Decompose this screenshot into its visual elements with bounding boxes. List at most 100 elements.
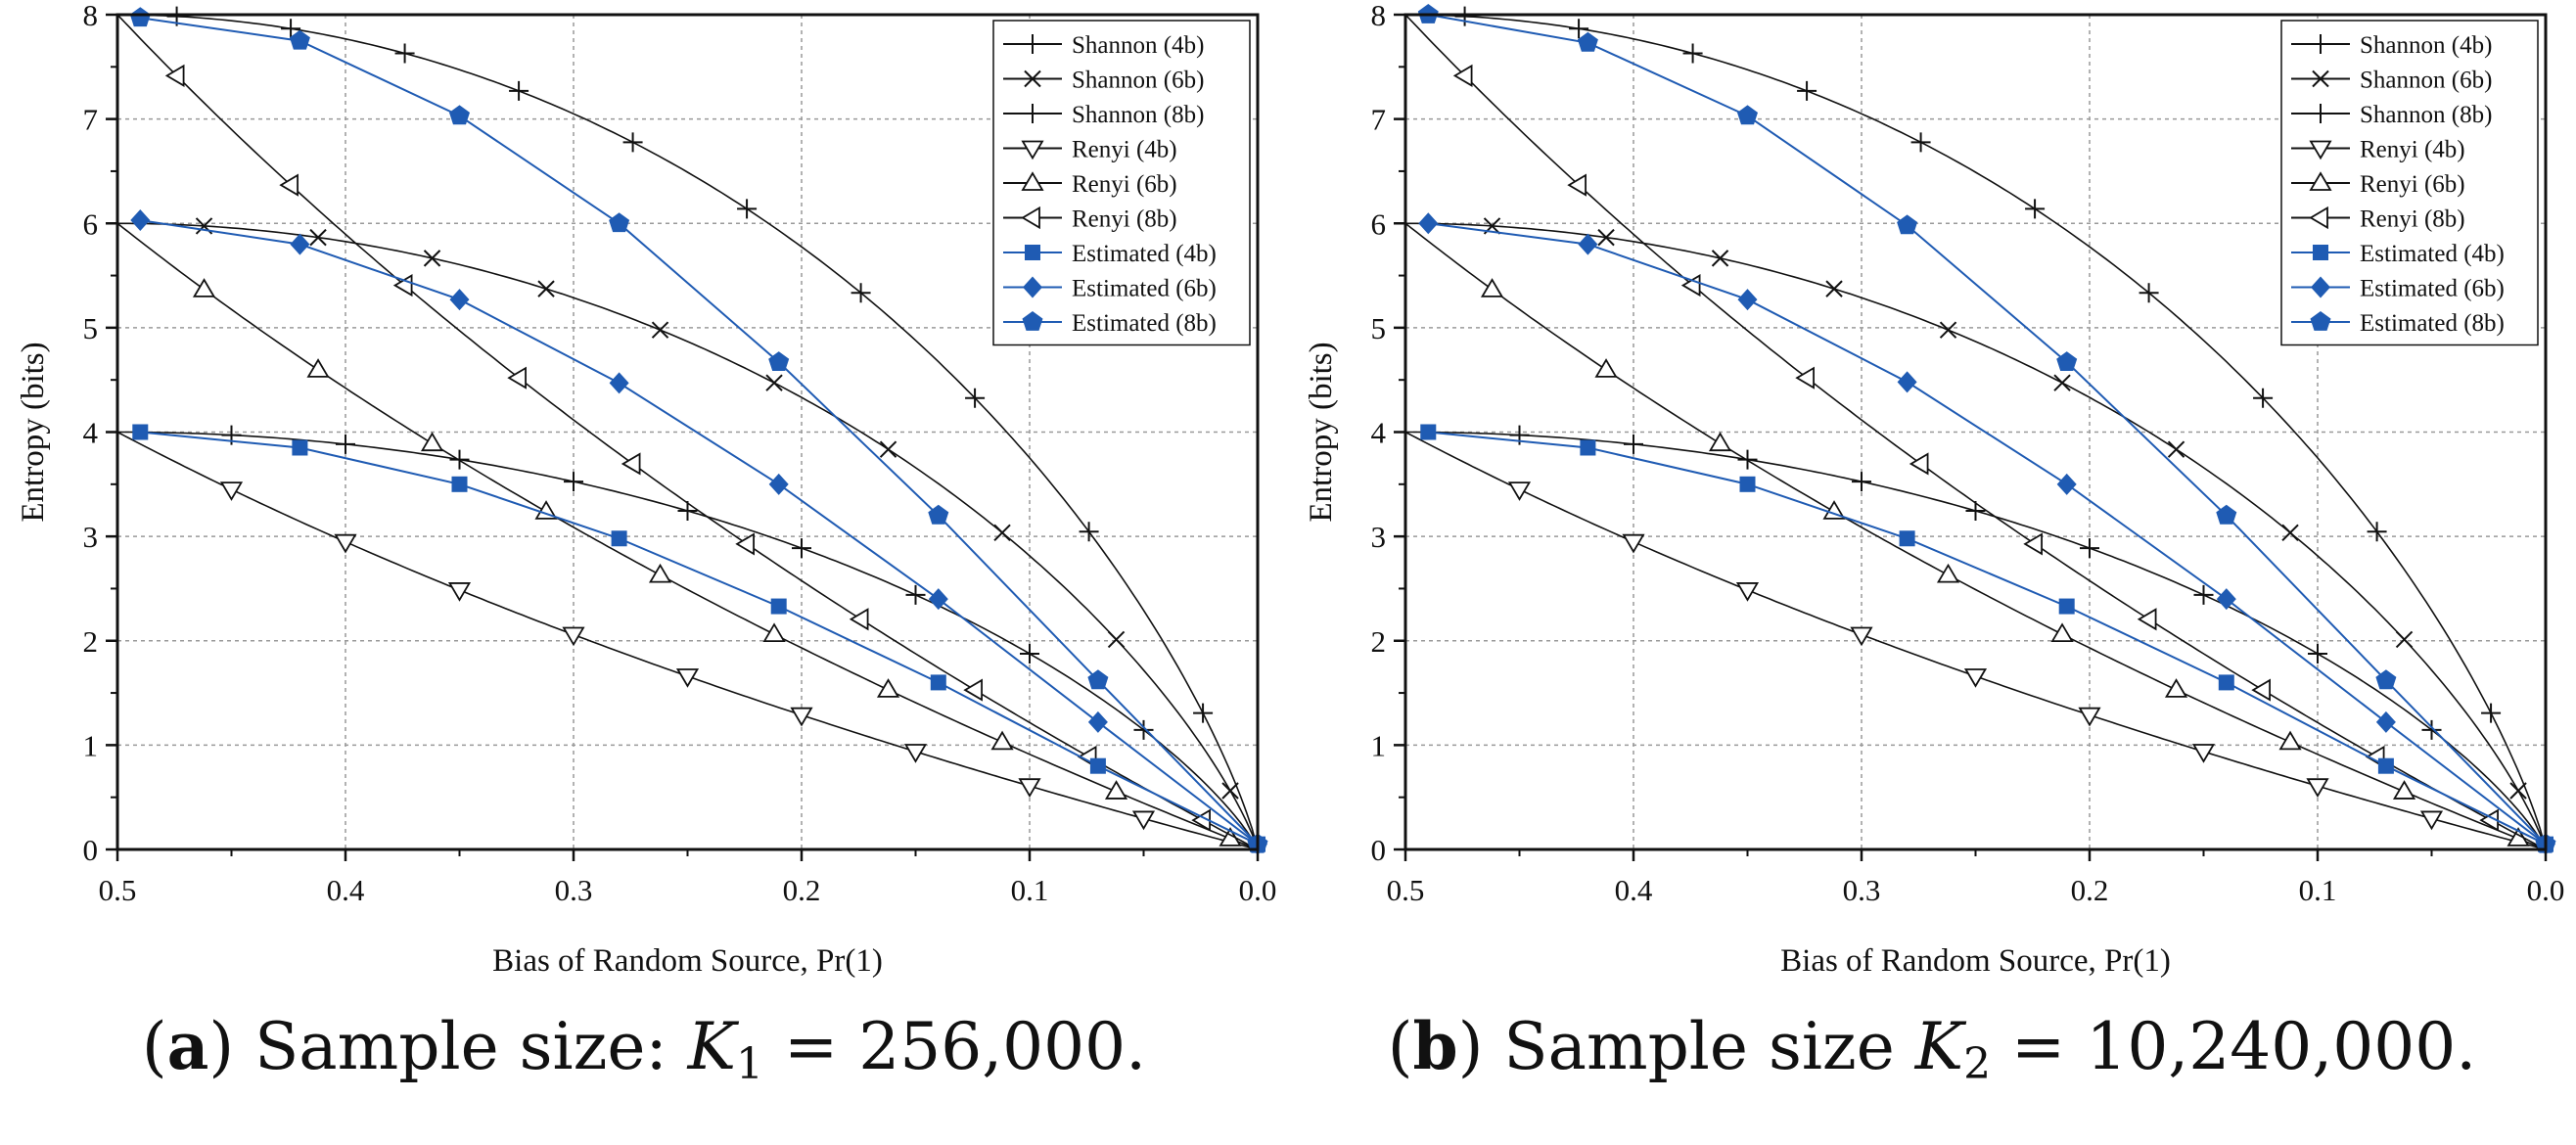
chart1-marker: [2023, 532, 2043, 556]
chart1-data-point: [1739, 476, 1756, 492]
chart0-data-point: [768, 473, 789, 495]
chart1-series-line: [1405, 222, 2547, 850]
chart0-legend-label: Shannon (6b): [1072, 68, 1204, 94]
chart0-marker: [790, 707, 813, 727]
chart1-marker: [1965, 500, 1986, 521]
chart0-marker: [509, 80, 529, 101]
chart0-data-point: [609, 212, 630, 233]
chart1-marker: [2278, 730, 2302, 751]
chart0-marker: [423, 250, 441, 267]
chart1-legend-label: Renyi (6b): [2360, 171, 2465, 198]
chart0-marker: [420, 432, 444, 452]
chart1-series-estimated-8b: [1417, 4, 2556, 853]
chart0-y-tick-label: 1: [83, 728, 99, 762]
chart0-series-estimated-8b: [129, 7, 1268, 853]
chart0-marker: [765, 374, 783, 391]
chart0-data-point: [930, 674, 946, 691]
chart0-x-tick-label: 0.3: [555, 873, 593, 907]
chart1-marker: [2367, 522, 2387, 542]
chart1-series-renyi-6b: [1404, 222, 2547, 850]
chart0-series-line: [116, 222, 1259, 850]
chart1-marker: [1909, 452, 1929, 476]
chart0-marker: [1020, 643, 1039, 664]
chart0-legend-label: Renyi (6b): [1072, 171, 1177, 198]
chart1-data-point: [1420, 424, 1437, 440]
chart0-legend-marker: [1023, 104, 1042, 123]
chart1-y-tick-label: 3: [1371, 520, 1387, 554]
chart0-series-estimated-4b: [132, 424, 1265, 852]
chart0-marker: [537, 280, 555, 298]
chart0-data-point: [132, 424, 149, 440]
chart0-series-estimated-6b: [130, 209, 1267, 855]
chart0-series-shannon-6b: [117, 217, 1259, 850]
chart0-marker: [164, 64, 185, 87]
chart0-marker: [306, 358, 330, 378]
chart0-series-line: [117, 14, 1259, 850]
chart1-y-axis-title: Entropy (bits): [1304, 342, 1339, 522]
chart1-marker: [1507, 481, 1532, 501]
chart0-legend-marker: [1024, 69, 1041, 88]
chart0-marker: [336, 434, 355, 454]
chart0-marker: [1107, 630, 1126, 649]
chart0-legend-marker: [1021, 206, 1040, 230]
chart1-legend-label: Renyi (8b): [2360, 206, 2465, 233]
chart1-marker: [1597, 228, 1615, 247]
chart1-data-point: [1897, 214, 1918, 235]
chart0-marker: [562, 626, 585, 647]
chart1-legend-marker: [2311, 276, 2330, 298]
chart0-y-axis-title: Entropy (bits): [16, 342, 51, 522]
chart1-marker: [1480, 278, 1504, 298]
chart0-marker: [993, 524, 1011, 542]
chart1-marker: [2251, 678, 2271, 702]
chart1-legend-label: Shannon (8b): [2360, 102, 2492, 128]
chart1-marker: [1825, 280, 1843, 298]
chart1-marker: [2053, 374, 2071, 391]
caption-a-label: a: [166, 1008, 209, 1084]
caption-b: (b) Sample size K2 = 10,240,000.: [1387, 1008, 2477, 1089]
chart0-series-line: [140, 17, 1259, 846]
chart1-legend-marker: [2313, 245, 2328, 260]
chart0-x-tick-label: 0.4: [327, 873, 365, 907]
chart0-y-tick-label: 0: [83, 833, 99, 867]
chart1-x-axis-title: Bias of Random Source, Pr(1): [1780, 943, 2171, 979]
chart1-x-tick-label: 0.4: [1615, 873, 1653, 907]
chart0-marker: [1104, 780, 1128, 800]
chart0-data-point: [1087, 710, 1108, 733]
chart1-y-tick-label: 5: [1371, 311, 1387, 345]
caption-a: (a) Sample size: K1 = 256,000.: [141, 1008, 1147, 1089]
chart1-y-tick-label: 1: [1371, 728, 1387, 762]
chart1-marker: [2164, 678, 2188, 698]
chart1-marker: [2139, 283, 2159, 303]
chart0-marker: [879, 440, 897, 458]
chart0-marker: [851, 283, 871, 303]
chart0-data-point: [289, 29, 310, 50]
entropy-chart-b: 0.5 0.4 0.3 0.2 0.1 0.0 0 1 2 3 4 5 6 7 8 Bias of Rando…: [1304, 0, 2564, 979]
chart1-legend-marker: [2309, 171, 2332, 191]
chart0-marker: [1079, 522, 1099, 542]
chart1-marker: [1622, 533, 1645, 554]
chart0-y-tick-label: 3: [83, 520, 99, 554]
chart1-marker: [1594, 358, 1618, 378]
chart0-legend-label: Shannon (4b): [1072, 32, 1204, 59]
chart1-data-point: [1418, 212, 1439, 235]
chart1-marker: [2080, 538, 2099, 559]
chart1-marker: [2137, 608, 2157, 631]
chart0-legend: Shannon (4b) Shannon (6b) Shannon (8b) Reny…: [992, 20, 1251, 346]
chart0-marker: [737, 199, 758, 219]
chart1-data-point: [2218, 674, 2234, 691]
chart0-series-renyi-6b: [116, 222, 1259, 850]
chart1-legend-marker: [2309, 140, 2332, 160]
chart1-marker: [2481, 703, 2502, 723]
chart0-marker: [990, 730, 1014, 751]
chart0-y-tick-label: 6: [83, 206, 99, 241]
chart1-data-point: [2056, 473, 2077, 495]
caption-a-sub: 1: [735, 1039, 763, 1089]
chart0-data-point: [449, 289, 470, 311]
chart-panel-a: 0.5 0.4 0.3 0.2 0.1 0.0 0 1 2 3 4 5 6 7 8 Bias of Rando…: [16, 0, 1276, 1089]
chart0-legend-label: Estimated (8b): [1072, 310, 1217, 337]
chart1-series-line: [1428, 14, 2547, 846]
chart1-marker: [1795, 366, 1815, 389]
chart1-series-line: [1404, 222, 2547, 850]
chart0-series-line: [140, 219, 1259, 846]
chart1-x-tick-label: 0.2: [2071, 873, 2109, 907]
